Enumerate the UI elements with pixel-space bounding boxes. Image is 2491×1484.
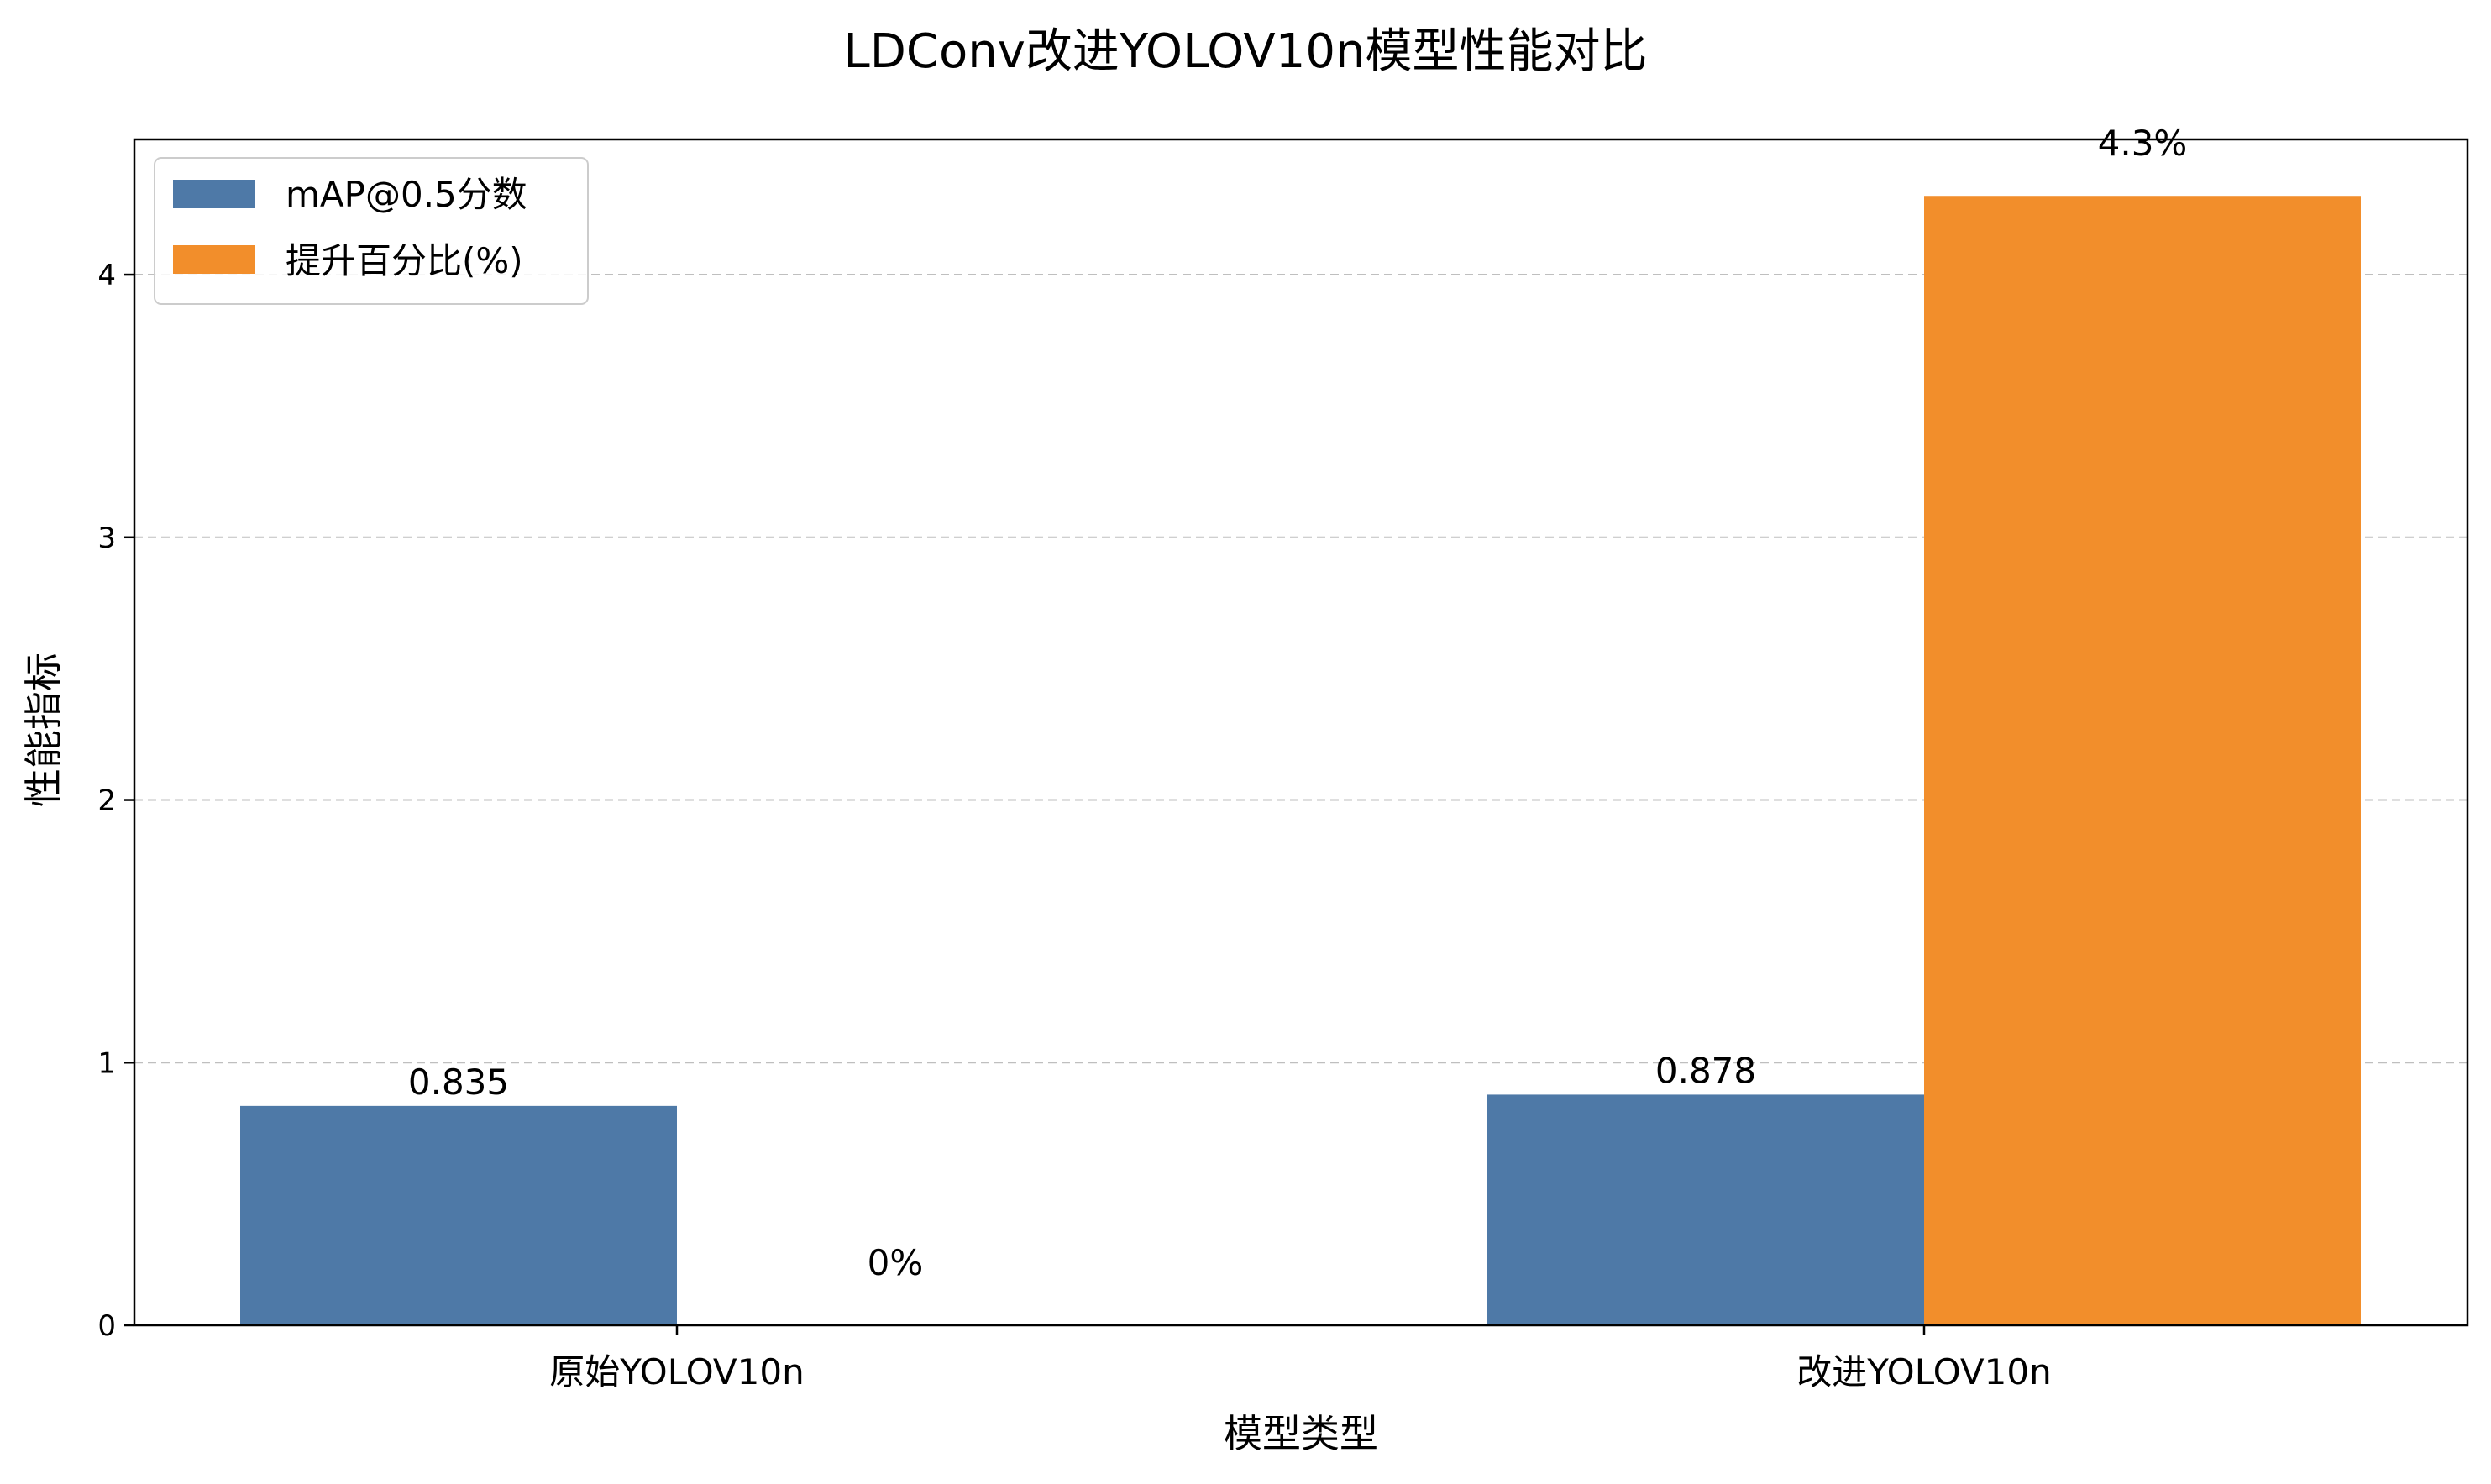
y-tick-label: 3 [97,522,116,555]
legend-swatch-map [173,180,255,208]
bar-map-1 [1487,1094,1924,1325]
x-tick-label: 改进YOLOV10n [1796,1351,2051,1392]
data-label: 0.878 [1655,1050,1756,1091]
x-axis-ticks: 原始YOLOV10n 改进YOLOV10n [549,1325,2052,1392]
x-tick-label: 原始YOLOV10n [549,1351,804,1392]
legend-label-improvement: 提升百分比(%) [286,240,523,281]
y-tick-label: 0 [97,1309,116,1343]
y-axis-label: 性能指标 [21,653,66,807]
bar-map-0 [240,1105,677,1325]
legend: mAP@0.5分数 提升百分比(%) [154,157,589,305]
bars [240,196,2361,1326]
legend-label-map: mAP@0.5分数 [286,174,527,215]
x-axis-label: 模型类型 [1224,1411,1378,1456]
data-label: 0% [868,1242,924,1283]
y-tick-label: 4 [97,259,116,292]
legend-box [154,157,589,305]
data-label: 4.3% [2098,123,2188,164]
y-tick-label: 1 [97,1046,116,1080]
bar-improvement-1 [1924,196,2361,1326]
data-label: 0.835 [408,1062,509,1103]
data-labels: 0.835 0% 0.878 4.3% [408,123,2187,1283]
y-tick-label: 2 [97,784,116,818]
chart-title: LDConv改进YOLOV10n模型性能对比 [844,24,1648,79]
legend-swatch-improvement [173,245,255,274]
y-axis-ticks: 0 1 2 3 4 [97,259,134,1343]
plot-area [133,138,2469,1327]
